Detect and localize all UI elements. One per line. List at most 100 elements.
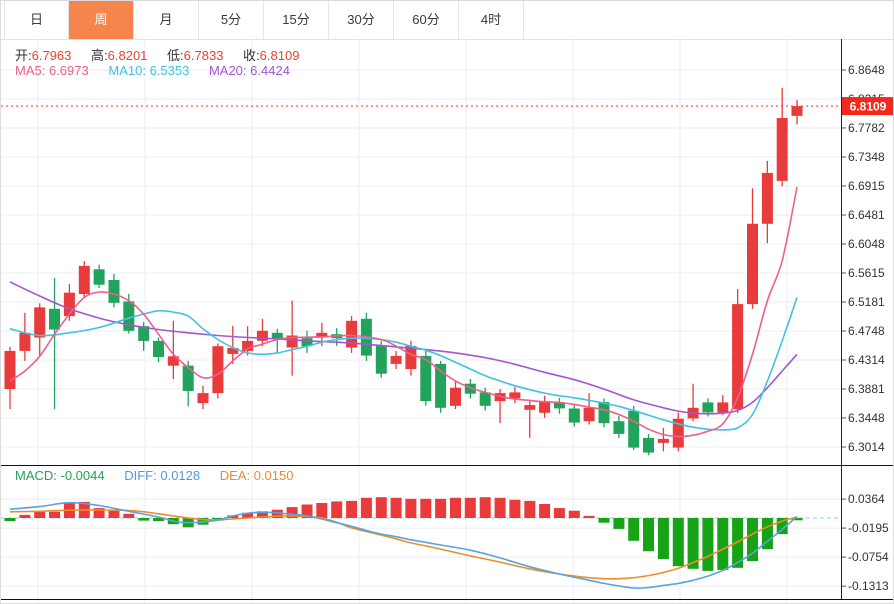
- macd-bar: [702, 518, 714, 571]
- y-axis-label: 6.6915: [848, 179, 885, 193]
- candle-body: [375, 345, 387, 374]
- y-axis-label: 6.8648: [848, 63, 885, 77]
- candle-body: [702, 402, 714, 413]
- ma10-line: [9, 297, 798, 431]
- macd-bar: [256, 511, 268, 518]
- y-axis-label: 6.4748: [848, 324, 885, 338]
- y-axis-label: 6.7782: [848, 121, 885, 135]
- open-label: 开:: [15, 48, 32, 63]
- candle-body: [19, 332, 31, 351]
- macd-bar: [271, 509, 283, 518]
- macd-bar: [657, 518, 669, 559]
- macd-bar: [346, 500, 358, 518]
- chart-plot-area[interactable]: [1, 39, 841, 599]
- macd-bar: [286, 507, 298, 518]
- ma20-value: 6.4424: [250, 63, 290, 78]
- y-axis-label: 6.3014: [848, 440, 885, 454]
- y-axis-label: 6.4314: [848, 353, 885, 367]
- macd-bar: [108, 510, 120, 518]
- macd-bar: [539, 504, 551, 518]
- high-label: 高:: [91, 48, 108, 63]
- diff-value: 0.0128: [160, 468, 201, 483]
- candle-body: [539, 401, 551, 413]
- macd-bar: [732, 518, 744, 568]
- candle-body: [553, 402, 565, 409]
- candle-body: [316, 332, 328, 337]
- tab-month[interactable]: 月: [134, 1, 199, 39]
- candle-body: [93, 269, 105, 285]
- candle-body: [464, 383, 476, 394]
- tab-15min[interactable]: 15分: [264, 1, 329, 39]
- interval-tabbar: 日周月 5分 15分 30分 60分 4时: [1, 1, 893, 40]
- last-price-tag-text: 6.8109: [850, 100, 887, 114]
- tab-4hour[interactable]: 4时: [459, 1, 524, 39]
- y-axis-label: 6.5615: [848, 266, 885, 280]
- macd-bar: [435, 498, 447, 518]
- y-axis-label: 6.6048: [848, 237, 885, 251]
- candle-body: [346, 320, 358, 348]
- candle-body: [63, 292, 75, 317]
- macd-bar: [375, 497, 387, 518]
- y-axis-label: 0.0364: [848, 492, 885, 506]
- candle-body: [108, 280, 120, 303]
- ma20-line: [9, 281, 798, 415]
- candle-body: [420, 355, 432, 402]
- diff-label: DIFF:: [124, 468, 157, 483]
- candle-body: [717, 402, 729, 413]
- tab-day[interactable]: 日: [4, 1, 69, 39]
- candle-body: [271, 332, 283, 339]
- candle-body: [509, 392, 521, 399]
- tab-week[interactable]: 周: [69, 1, 134, 39]
- macd-bar: [464, 497, 476, 518]
- candle-body: [256, 330, 268, 341]
- candle-body: [776, 118, 788, 181]
- candle-body: [628, 410, 640, 448]
- macd-bar: [524, 500, 536, 518]
- candle-body: [479, 392, 491, 406]
- macd-bar: [153, 518, 164, 522]
- ma10-label: MA10:: [108, 63, 146, 78]
- low-label: 低:: [167, 48, 184, 63]
- candle-body: [435, 363, 447, 408]
- ma5-label: MA5:: [15, 63, 46, 78]
- candle-body: [4, 350, 16, 389]
- candle-body: [78, 265, 90, 294]
- macd-bar: [509, 499, 521, 518]
- y-axis-label: 6.3448: [848, 411, 885, 425]
- y-axis-label: -0.1313: [848, 579, 889, 593]
- macd-bar: [494, 497, 506, 518]
- diff-line: [9, 501, 798, 589]
- tab-30min[interactable]: 30分: [329, 1, 394, 39]
- macd-bar: [553, 508, 565, 518]
- macd-bar: [628, 518, 640, 541]
- ma10-value: 6.5353: [149, 63, 190, 78]
- close-label: 收:: [243, 48, 260, 63]
- open-value: 6.7963: [31, 48, 72, 63]
- last-price-tag: [842, 97, 893, 116]
- tab-5min[interactable]: 5分: [199, 1, 264, 39]
- candle-body: [301, 338, 313, 347]
- close-value: 6.8109: [259, 48, 300, 63]
- candle-body: [747, 223, 758, 305]
- tab-60min[interactable]: 60分: [394, 1, 459, 39]
- macd-bar: [405, 498, 417, 518]
- macd-bar: [598, 518, 610, 523]
- macd-value: -0.0044: [60, 468, 105, 483]
- candle-body: [791, 106, 803, 116]
- macd-bar: [643, 518, 654, 552]
- macd-bar: [717, 518, 729, 570]
- macd-bar: [390, 497, 402, 518]
- macd-bar: [420, 498, 432, 518]
- candle-body: [390, 355, 402, 364]
- candle-body: [405, 345, 417, 369]
- macd-bar: [568, 510, 580, 518]
- macd-bar: [672, 518, 684, 567]
- y-axis-label: 6.7348: [848, 150, 885, 164]
- candle-body: [49, 308, 60, 330]
- ma5-line: [9, 186, 798, 438]
- macd-label: MACD:: [15, 468, 57, 483]
- dea-label: DEA:: [219, 468, 251, 483]
- candle-body: [212, 346, 224, 393]
